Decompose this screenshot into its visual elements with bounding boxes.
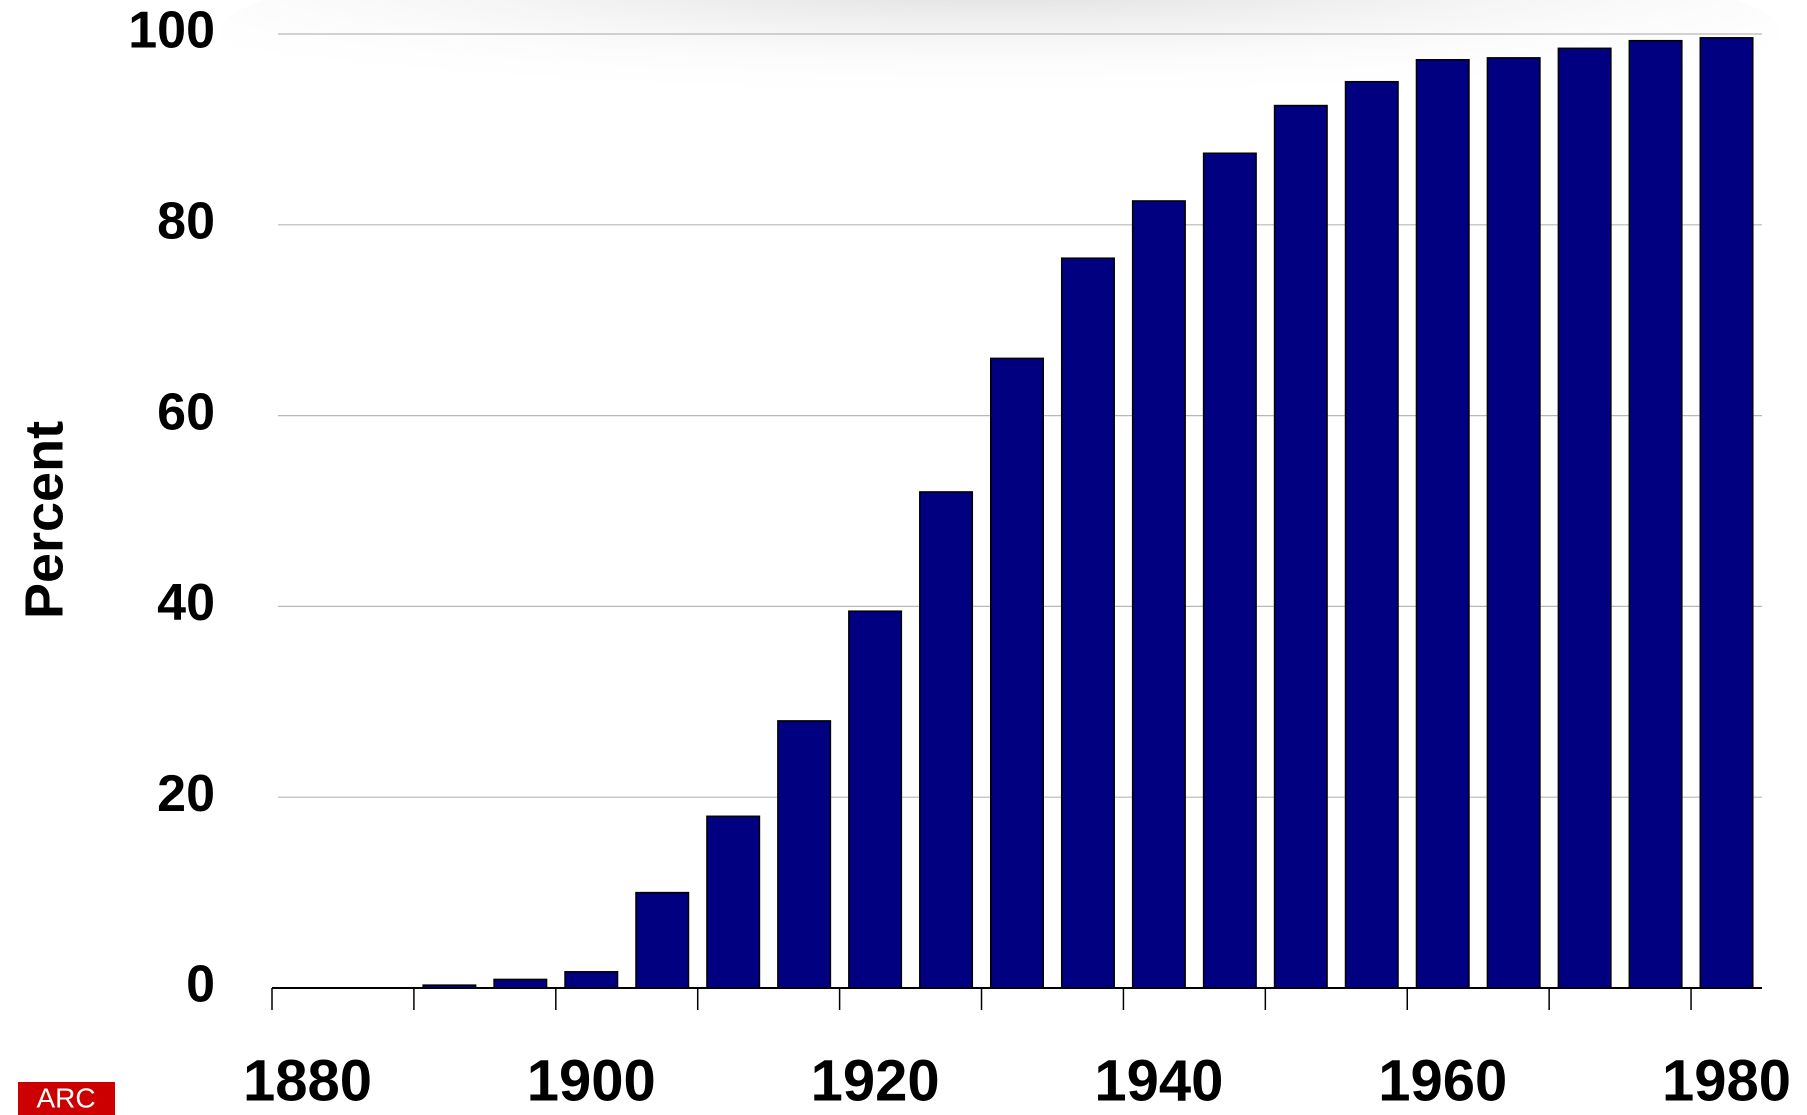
bar bbox=[1131, 200, 1186, 989]
bar bbox=[1557, 47, 1612, 989]
bar bbox=[848, 610, 903, 989]
y-tick-label: 20 bbox=[157, 765, 215, 823]
bar bbox=[1415, 59, 1470, 989]
bar bbox=[1628, 39, 1683, 989]
x-tick-label: 1940 bbox=[1094, 1048, 1223, 1113]
x-tick-label: 1920 bbox=[811, 1048, 940, 1113]
bar bbox=[989, 357, 1045, 989]
logo-box bbox=[18, 1082, 115, 1115]
x-tick-label: 1980 bbox=[1662, 1048, 1791, 1113]
bar bbox=[1486, 57, 1541, 989]
background-shade bbox=[220, 0, 1780, 120]
bar bbox=[1344, 80, 1399, 989]
bar bbox=[1060, 257, 1115, 989]
y-tick-label: 100 bbox=[128, 2, 215, 60]
y-tick-label: 60 bbox=[157, 383, 215, 441]
x-tick-label: 1900 bbox=[527, 1048, 656, 1113]
y-tick-label: 0 bbox=[186, 956, 215, 1014]
bar bbox=[1273, 104, 1328, 989]
logo: ARC bbox=[36, 1082, 95, 1113]
y-axis-title: Percent bbox=[14, 421, 74, 619]
bar bbox=[919, 491, 974, 989]
bar bbox=[422, 984, 477, 989]
bar bbox=[777, 720, 832, 989]
x-tick-label: 1880 bbox=[243, 1048, 372, 1113]
bar bbox=[1202, 152, 1257, 989]
bar bbox=[1699, 37, 1754, 989]
bar bbox=[706, 815, 761, 989]
bar bbox=[564, 971, 619, 989]
bar bbox=[493, 978, 548, 989]
bar bbox=[635, 891, 690, 989]
y-tick-label: 80 bbox=[157, 193, 215, 251]
y-tick-label: 40 bbox=[157, 574, 215, 632]
x-tick-label: 1960 bbox=[1378, 1048, 1507, 1113]
